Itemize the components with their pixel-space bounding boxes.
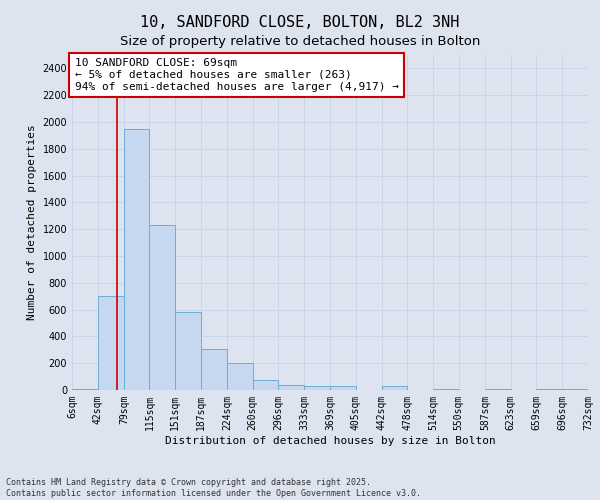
Bar xyxy=(149,225,175,390)
X-axis label: Distribution of detached houses by size in Bolton: Distribution of detached houses by size … xyxy=(164,436,496,446)
Text: 10 SANDFORD CLOSE: 69sqm
← 5% of detached houses are smaller (263)
94% of semi-d: 10 SANDFORD CLOSE: 69sqm ← 5% of detache… xyxy=(74,58,398,92)
Bar xyxy=(485,388,511,390)
Text: 10, SANDFORD CLOSE, BOLTON, BL2 3NH: 10, SANDFORD CLOSE, BOLTON, BL2 3NH xyxy=(140,15,460,30)
Bar xyxy=(175,312,200,390)
Bar xyxy=(382,386,407,390)
Text: Size of property relative to detached houses in Bolton: Size of property relative to detached ho… xyxy=(120,35,480,48)
Bar xyxy=(124,128,149,390)
Bar xyxy=(227,363,253,390)
Bar xyxy=(278,384,304,390)
Bar xyxy=(330,386,356,390)
Text: Contains HM Land Registry data © Crown copyright and database right 2025.
Contai: Contains HM Land Registry data © Crown c… xyxy=(6,478,421,498)
Bar xyxy=(253,380,278,390)
Bar xyxy=(304,386,330,390)
Bar xyxy=(200,349,227,390)
Y-axis label: Number of detached properties: Number of detached properties xyxy=(27,124,37,320)
Bar xyxy=(98,296,124,390)
